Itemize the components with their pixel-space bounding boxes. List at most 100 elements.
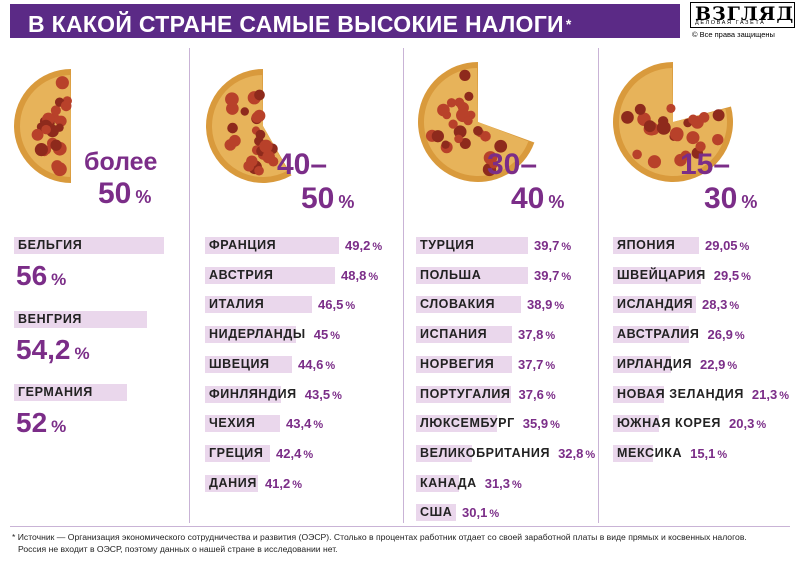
logo-name: ВЗГЛЯД bbox=[695, 3, 795, 25]
country-value-unit: % bbox=[727, 360, 738, 372]
country-bar bbox=[613, 415, 659, 432]
country-value-number: 29,5 bbox=[713, 268, 740, 283]
country-row: КАНАДА 31,3% bbox=[416, 475, 596, 492]
country-value-unit: % bbox=[313, 419, 324, 431]
country-bar bbox=[613, 326, 689, 343]
country-row: США 30,1% bbox=[416, 504, 596, 521]
country-row: ЛЮКСЕМБУРГ 35,9% bbox=[416, 415, 596, 432]
country-value: 38,9% bbox=[527, 297, 564, 314]
country-value-number: 44,6 bbox=[298, 357, 324, 372]
country-bar bbox=[205, 296, 312, 313]
footnote-line-2: Россия не входит в ОЭСР, поэтому данных … bbox=[18, 544, 338, 554]
country-value: 29,05% bbox=[705, 238, 749, 255]
country-name: НОВАЯ ЗЕЛАНДИЯ bbox=[617, 387, 744, 401]
country-bar bbox=[416, 356, 512, 373]
country-name: НИДЕРЛАНДЫ bbox=[209, 327, 306, 341]
country-row: ПОЛЬША 39,7% bbox=[416, 267, 596, 284]
country-value: 42,4% bbox=[276, 446, 313, 463]
country-row: ВЕЛИКОБРИТАНИЯ 32,8% bbox=[416, 445, 596, 462]
country-bar bbox=[205, 386, 281, 403]
country-value-unit: % bbox=[779, 390, 789, 402]
country-value: 56% bbox=[16, 261, 66, 295]
bucket-label-unit: % bbox=[338, 192, 355, 212]
country-value-unit: % bbox=[545, 330, 556, 342]
country-value-unit: % bbox=[303, 449, 314, 461]
country-bar bbox=[416, 267, 528, 284]
logo-box: ВЗГЛЯД ДЕЛОВАЯ ГАЗЕТА bbox=[690, 2, 795, 28]
footnote: * Источник — Организация экономического … bbox=[12, 531, 792, 555]
country-bar bbox=[416, 475, 459, 492]
country-value-unit: % bbox=[561, 271, 572, 283]
country-name: БЕЛЬГИЯ bbox=[18, 238, 83, 252]
country-value: 20,3% bbox=[729, 416, 766, 433]
country-value: 45% bbox=[314, 327, 340, 344]
country-bar bbox=[416, 296, 521, 313]
country-value: 15,1% bbox=[690, 446, 727, 463]
country-value: 31,3% bbox=[485, 476, 522, 493]
country-value: 22,9% bbox=[700, 357, 737, 374]
country-name: ИРЛАНДИЯ bbox=[617, 357, 693, 371]
country-row: СЛОВАКИЯ 38,9% bbox=[416, 296, 596, 313]
country-bar bbox=[613, 386, 664, 403]
country-bar bbox=[613, 237, 699, 254]
logo-subtitle: ДЕЛОВАЯ ГАЗЕТА bbox=[695, 20, 766, 26]
country-value-number: 46,5 bbox=[318, 297, 344, 312]
country-value-number: 45 bbox=[313, 327, 329, 342]
bucket-label: 15– 30% bbox=[680, 150, 757, 214]
country-value: 21,3% bbox=[752, 387, 789, 404]
country-row: ИРЛАНДИЯ 22,9% bbox=[613, 356, 793, 373]
country-value-unit: % bbox=[345, 300, 356, 312]
country-row: ЮЖНАЯ КОРЕЯ 20,3% bbox=[613, 415, 793, 432]
bucket-label-line2: 40% bbox=[511, 184, 564, 214]
country-value: 29,5% bbox=[714, 268, 751, 285]
country-bar bbox=[613, 445, 653, 462]
country-value-number: 49,2 bbox=[345, 238, 371, 253]
bucket-label-unit: % bbox=[135, 187, 152, 207]
country-name: АВСТРАЛИЯ bbox=[617, 327, 700, 341]
country-bar bbox=[416, 504, 456, 521]
country-bar bbox=[416, 386, 511, 403]
title-bar: В КАКОЙ СТРАНЕ САМЫЕ ВЫСОКИЕ НАЛОГИ * bbox=[10, 4, 680, 38]
country-value-number: 35,9 bbox=[522, 416, 549, 431]
country-name: ГЕРМАНИЯ bbox=[18, 385, 93, 399]
country-value: 41,2% bbox=[265, 476, 302, 493]
country-bar bbox=[205, 415, 280, 432]
pizza-2 bbox=[206, 69, 292, 183]
bucket-label-line1: 40– bbox=[277, 148, 328, 181]
country-value-number: 15,1 bbox=[690, 446, 716, 461]
country-row: ИСПАНИЯ 37,8% bbox=[416, 326, 596, 343]
country-value-number: 52 bbox=[16, 407, 48, 438]
country-row: ГРЕЦИЯ 42,4% bbox=[205, 445, 385, 462]
column-divider bbox=[598, 48, 599, 523]
country-value: 37,6% bbox=[519, 387, 556, 404]
country-value-unit: % bbox=[729, 300, 740, 312]
country-row: ДАНИЯ 41,2% bbox=[205, 475, 385, 492]
country-name: КАНАДА bbox=[420, 476, 477, 490]
bucket-label-unit: % bbox=[548, 192, 565, 212]
country-value-number: 28,3 bbox=[702, 297, 728, 312]
country-name: СЛОВАКИЯ bbox=[420, 297, 496, 311]
bucket-label-line1: более bbox=[84, 148, 158, 176]
country-value-unit: % bbox=[545, 390, 556, 402]
country-bar bbox=[613, 267, 701, 284]
country-bar bbox=[205, 237, 339, 254]
country-row: ПОРТУГАЛИЯ 37,6% bbox=[416, 386, 596, 403]
country-value-unit: % bbox=[489, 508, 500, 520]
country-value-unit: % bbox=[512, 479, 522, 491]
country-name: ТУРЦИЯ bbox=[420, 238, 475, 252]
bucket-label-unit: % bbox=[741, 192, 758, 212]
country-row: ТУРЦИЯ 39,7% bbox=[416, 237, 596, 254]
country-value-unit: % bbox=[554, 300, 565, 312]
country-value-number: 31,3 bbox=[484, 476, 511, 491]
country-name: ИТАЛИЯ bbox=[209, 297, 265, 311]
country-bar bbox=[416, 415, 497, 432]
country-bar bbox=[613, 356, 671, 373]
footnote-line-1: * Источник — Организация экономического … bbox=[12, 532, 747, 542]
country-name: ПОЛЬША bbox=[420, 268, 482, 282]
header: В КАКОЙ СТРАНЕ САМЫЕ ВЫСОКИЕ НАЛОГИ * ВЗГ… bbox=[0, 0, 800, 42]
country-value-number: 56 bbox=[16, 260, 48, 291]
country-name: ЮЖНАЯ КОРЕЯ bbox=[617, 416, 721, 430]
title-footnote-mark: * bbox=[565, 16, 572, 32]
country-bar bbox=[613, 296, 696, 313]
bucket-label-number: 40 bbox=[511, 182, 545, 215]
